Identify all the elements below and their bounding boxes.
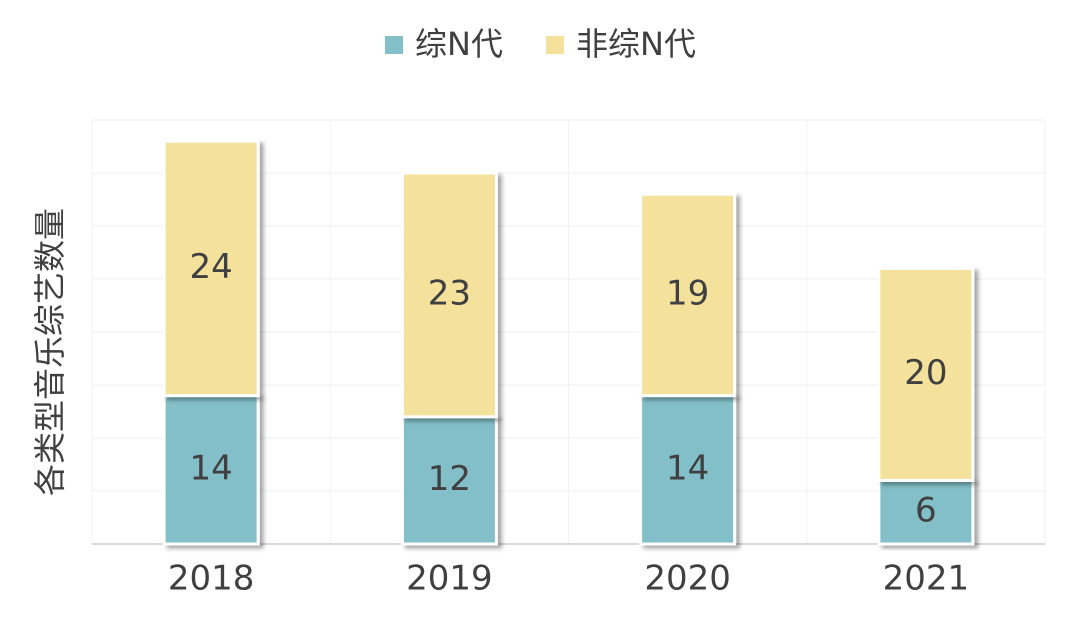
bar-segment — [162, 139, 260, 398]
x-tick-label: 2021 — [883, 559, 970, 599]
bar-segment — [400, 171, 498, 419]
data-label: 20 — [904, 353, 947, 393]
data-label: 14 — [666, 448, 709, 488]
legend-swatch — [546, 36, 564, 54]
data-label: 6 — [915, 491, 937, 531]
y-axis-label: 各类型音乐综艺数量 — [31, 208, 69, 496]
data-label: 14 — [189, 448, 232, 488]
x-tick-label: 2018 — [168, 559, 255, 599]
data-label: 24 — [189, 247, 232, 287]
legend-label: 非综N代 — [576, 25, 696, 63]
data-label: 23 — [428, 273, 471, 313]
bar-segment — [162, 394, 260, 546]
bar-segment — [639, 192, 737, 398]
x-tick-label: 2020 — [644, 559, 731, 599]
data-label: 19 — [666, 273, 709, 313]
bar-segment — [639, 394, 737, 546]
legend-swatch — [385, 36, 403, 54]
x-tick-label: 2019 — [406, 559, 493, 599]
bar-segment — [877, 266, 975, 482]
data-label: 12 — [428, 459, 471, 499]
legend-label: 综N代 — [415, 25, 503, 63]
bar-segment — [400, 415, 498, 546]
